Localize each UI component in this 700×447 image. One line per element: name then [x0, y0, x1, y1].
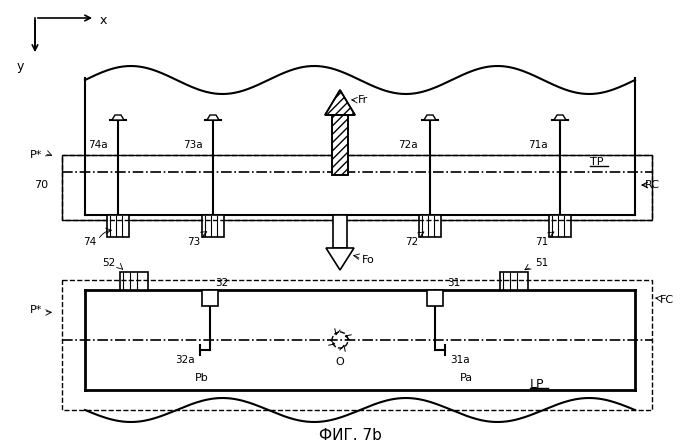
Text: Pb: Pb [195, 373, 209, 383]
Polygon shape [424, 115, 436, 120]
Text: 31a: 31a [450, 355, 470, 365]
Text: x: x [100, 13, 107, 26]
Bar [332, 115, 348, 175]
Bar [427, 290, 443, 306]
Text: Fo: Fo [362, 255, 375, 265]
Polygon shape [207, 115, 219, 120]
Text: TP: TP [590, 157, 603, 167]
Text: y: y [16, 60, 24, 73]
Bar [202, 215, 224, 237]
Text: P*: P* [29, 150, 42, 160]
Text: 73: 73 [187, 237, 200, 247]
Text: 74a: 74a [88, 140, 108, 150]
Text: RC: RC [645, 180, 660, 190]
Polygon shape [326, 248, 354, 270]
Text: 32a: 32a [176, 355, 195, 365]
Text: LP: LP [530, 379, 545, 392]
Text: O: O [335, 357, 344, 367]
Text: 31: 31 [447, 278, 461, 288]
Text: 70: 70 [34, 180, 48, 190]
Text: Fr: Fr [358, 95, 368, 105]
Bar [62, 280, 652, 410]
Text: 52: 52 [102, 258, 115, 268]
Bar [107, 215, 129, 237]
Bar [62, 155, 652, 220]
Polygon shape [325, 90, 355, 115]
Text: ФИГ. 7b: ФИГ. 7b [318, 427, 382, 443]
Bar [120, 272, 148, 290]
Polygon shape [554, 115, 566, 120]
Text: 51: 51 [535, 258, 548, 268]
Bar [332, 115, 348, 175]
Bar [500, 272, 528, 290]
Text: 32: 32 [215, 278, 228, 288]
Bar [62, 155, 652, 220]
Bar [202, 290, 218, 306]
Text: P*: P* [29, 305, 42, 315]
Bar [419, 215, 441, 237]
Text: 73a: 73a [183, 140, 203, 150]
Text: Pa: Pa [460, 373, 473, 383]
Bar [333, 215, 347, 248]
Bar [549, 215, 571, 237]
Text: 72: 72 [405, 237, 418, 247]
Text: 74: 74 [83, 237, 96, 247]
Text: FC: FC [660, 295, 674, 305]
Text: 72a: 72a [398, 140, 418, 150]
Polygon shape [112, 115, 124, 120]
Text: 71a: 71a [528, 140, 548, 150]
Text: 71: 71 [535, 237, 548, 247]
